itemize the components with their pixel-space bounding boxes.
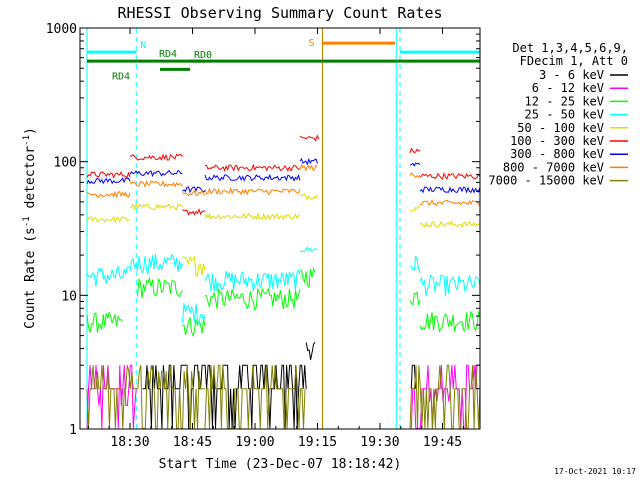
y-tick-label-3: 1000 [46, 22, 77, 37]
flag-label-5: RD0 [194, 50, 212, 61]
flag-label-0: N [140, 40, 146, 51]
y-axis-label-suffix: detector [23, 146, 38, 217]
series-6-segment-4 [299, 157, 318, 166]
series-4-segment-3 [204, 212, 301, 221]
series-7-segment-4 [299, 163, 318, 173]
series-5-segment-6 [419, 172, 480, 181]
legend-header-line-2: FDecim 1, Att 0 [520, 54, 628, 68]
flag-label-2: S [309, 38, 315, 49]
legend-label-1: 6 - 12 keV [532, 81, 604, 95]
series-3-segment-2 [182, 303, 206, 326]
legend-label-4: 50 - 100 keV [517, 121, 604, 135]
series-8-segment-0 [86, 365, 205, 429]
series-3-segment-4 [299, 246, 318, 253]
series-2-segment-1 [137, 276, 183, 299]
series-2-segment-0 [86, 311, 123, 333]
series-7-segment-1 [129, 179, 183, 189]
series-7-segment-2 [182, 189, 206, 197]
legend-label-6: 300 - 800 keV [510, 147, 604, 161]
series-2-segment-4 [299, 266, 316, 288]
legend-label-2: 12 - 25 keV [525, 94, 604, 108]
y-axis-label-sup: -1 [22, 216, 32, 227]
series-3-segment-1 [129, 253, 183, 275]
plot-area [86, 28, 480, 429]
series-5-segment-5 [409, 147, 421, 154]
series-4-segment-4 [299, 193, 318, 201]
y-axis-label-prefix: Count Rate (s [23, 227, 38, 329]
y-tick-label-0: 1 [69, 423, 77, 438]
series-0-segment-2 [305, 341, 316, 360]
series-0-segment-3 [410, 364, 416, 389]
series-5-segment-2 [182, 208, 206, 216]
legend-label-3: 25 - 50 keV [525, 108, 604, 122]
series-4-segment-5 [409, 205, 421, 212]
x-axis-label: Start Time (23-Dec-07 18:18:42) [159, 457, 402, 472]
series-5-segment-4 [299, 134, 320, 142]
legend-label-5: 100 - 300 keV [510, 134, 604, 148]
flag-label-4: RD4 [112, 71, 130, 82]
x-tick-label-3: 19:15 [298, 435, 337, 450]
series-7-segment-3 [204, 186, 301, 196]
x-tick-label-1: 18:45 [173, 435, 212, 450]
y-tick-label-1: 10 [61, 289, 77, 304]
series-7-segment-5 [409, 172, 421, 179]
series-6-segment-1 [129, 169, 183, 178]
series-2-segment-5 [409, 290, 421, 306]
series-5-segment-0 [86, 171, 131, 179]
series-4-segment-6 [419, 220, 480, 229]
series-6-segment-6 [419, 185, 480, 194]
series-8-segment-2 [409, 364, 480, 429]
x-tick-label-0: 18:30 [110, 435, 149, 450]
series-3-segment-0 [86, 265, 131, 287]
series-0-segment-1 [220, 364, 307, 429]
series-7-segment-6 [420, 199, 480, 207]
x-tick-label-4: 19:30 [360, 435, 399, 450]
series-3-segment-3 [204, 269, 301, 292]
series-4-segment-0 [86, 215, 131, 224]
series-5-segment-3 [204, 163, 301, 172]
flag-label-3: RD4 [159, 49, 177, 60]
series-6-segment-5 [409, 162, 421, 167]
series-6-segment-0 [86, 177, 131, 185]
plot-frame [79, 27, 481, 430]
legend-header-line-1: Det 1,3,4,5,6,9, [512, 41, 628, 55]
series-2-segment-3 [204, 287, 301, 312]
series-7-segment-0 [86, 190, 131, 199]
series-6-segment-3 [204, 173, 301, 182]
series-5-segment-1 [129, 153, 183, 161]
footer-timestamp: 17-Oct-2021 10:17 [554, 467, 636, 476]
y-axis-label: Count Rate (s-1 detector-1) [22, 127, 38, 329]
series-4-segment-2 [182, 255, 206, 277]
legend-label-0: 3 - 6 keV [539, 68, 604, 82]
y-axis-label-close: ) [23, 127, 38, 135]
chart-title: RHESSI Observing Summary Count Rates [117, 4, 442, 22]
y-axis-label-sup2: -1 [22, 135, 32, 146]
series-2-segment-2 [182, 316, 206, 337]
x-tick-label-5: 19:45 [423, 435, 462, 450]
series-6-segment-2 [182, 186, 206, 194]
legend: Det 1,3,4,5,6,9, FDecim 1, Att 0 3 - 6 k… [488, 41, 628, 188]
series-3-segment-6 [419, 274, 480, 297]
legend-label-8: 7000 - 15000 keV [488, 174, 604, 188]
series-8-segment-1 [204, 364, 306, 429]
series-3-segment-5 [409, 255, 421, 274]
series-4-segment-1 [129, 202, 183, 211]
legend-label-7: 800 - 7000 keV [503, 160, 604, 174]
x-tick-label-2: 19:00 [235, 435, 274, 450]
series-2-segment-6 [419, 310, 480, 334]
series-0-segment-0 [142, 364, 220, 429]
y-tick-label-2: 100 [54, 156, 77, 171]
